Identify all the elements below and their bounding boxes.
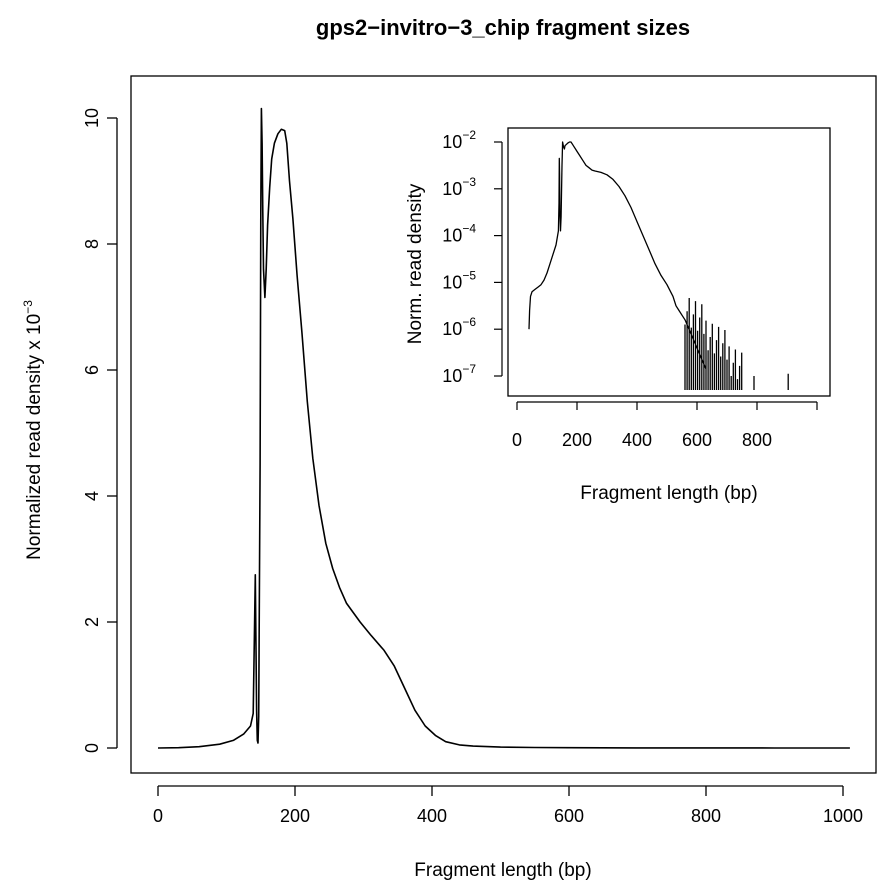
inset-x-tick-label: 400 bbox=[622, 430, 652, 450]
main-y-tick-label: 4 bbox=[82, 491, 102, 501]
inset-y-tick-label: 10−6 bbox=[442, 315, 476, 339]
inset-series-line bbox=[528, 141, 789, 390]
main-chart: gps2−invitro−3_chip fragment sizes 0 200 4… bbox=[21, 15, 877, 881]
inset-x-tick-label: 0 bbox=[512, 430, 522, 450]
main-x-axis: 0 200 400 600 800 1000 bbox=[153, 785, 863, 826]
inset-y-axis: 10−7 10−6 10−5 10−4 10−3 10−2 bbox=[442, 128, 503, 386]
main-y-tick-label: 6 bbox=[82, 365, 102, 375]
main-y-axis: 0 2 4 6 8 10 bbox=[82, 108, 118, 753]
inset-y-tick-label: 10−5 bbox=[442, 268, 476, 292]
inset-x-axis: 0 200 400 600 800 bbox=[512, 401, 818, 450]
main-series-line bbox=[157, 107, 850, 749]
main-x-tick-label: 1000 bbox=[823, 806, 863, 826]
inset-chart: 0 200 400 600 800 10−7 10−6 10−5 10−4 10−3 10−2 F… bbox=[405, 127, 831, 504]
inset-y-tick-label: 10−4 bbox=[442, 222, 476, 246]
inset-plot-frame bbox=[507, 127, 831, 397]
chart-title: gps2−invitro−3_chip fragment sizes bbox=[316, 15, 690, 40]
inset-y-tick-label: 10−7 bbox=[442, 362, 476, 386]
main-x-tick-label: 800 bbox=[691, 806, 721, 826]
main-x-tick-label: 400 bbox=[417, 806, 447, 826]
inset-y-tick-label: 10−3 bbox=[442, 175, 476, 199]
main-y-tick-label: 10 bbox=[82, 108, 102, 128]
main-plot-frame bbox=[130, 75, 877, 774]
inset-x-tick-label: 600 bbox=[682, 430, 712, 450]
inset-x-tick-label: 200 bbox=[562, 430, 592, 450]
inset-x-axis-label: Fragment length (bp) bbox=[580, 483, 757, 504]
main-y-tick-label: 8 bbox=[82, 239, 102, 249]
inset-y-axis-label: Norm. read density bbox=[405, 183, 426, 344]
main-y-tick-label: 2 bbox=[82, 617, 102, 627]
main-x-tick-label: 0 bbox=[153, 806, 163, 826]
main-y-tick-label: 0 bbox=[82, 743, 102, 753]
inset-y-tick-label: 10−2 bbox=[442, 128, 476, 152]
main-x-tick-label: 600 bbox=[554, 806, 584, 826]
main-y-axis-label: Normalized read density x 10−3 bbox=[21, 300, 45, 560]
inset-x-tick-label: 800 bbox=[742, 430, 772, 450]
main-y-axis-label-exponent: −3 bbox=[21, 300, 35, 314]
main-y-axis-label-text: Normalized read density x 10 bbox=[24, 314, 45, 560]
main-x-axis-label: Fragment length (bp) bbox=[414, 860, 591, 881]
main-x-tick-label: 200 bbox=[280, 806, 310, 826]
